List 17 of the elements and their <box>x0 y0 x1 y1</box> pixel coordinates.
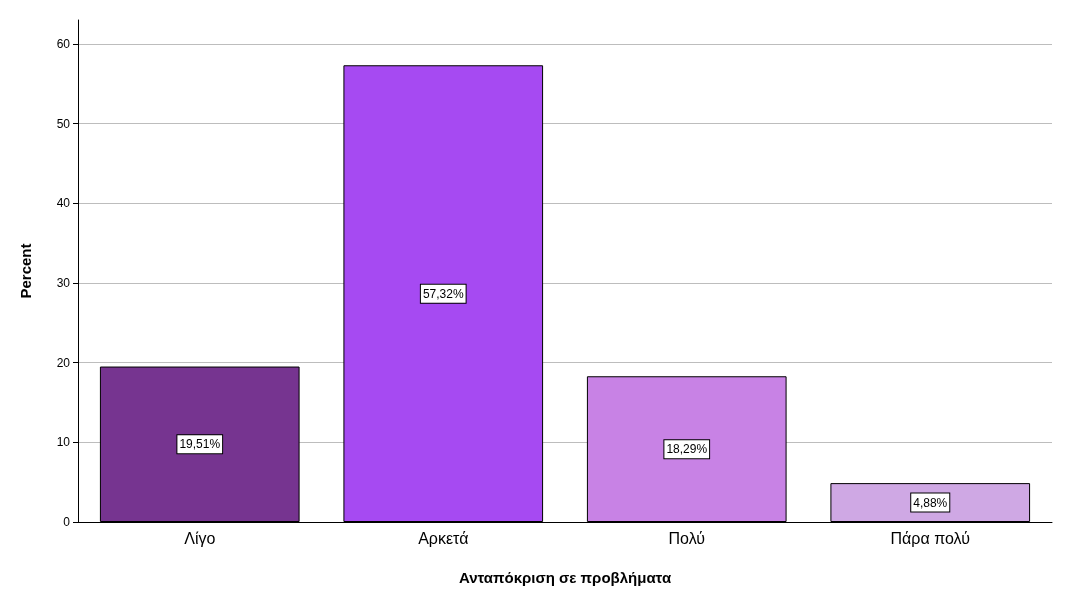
x-tick-label: Πάρα πολύ <box>890 529 970 547</box>
x-tick-label: Λίγο <box>184 529 216 547</box>
y-tick-label: 50 <box>56 116 71 131</box>
y-tick-label: 10 <box>56 435 71 450</box>
data-label: 18,29% <box>666 442 708 457</box>
x-axis-title: Ανταπόκριση σε προβλήματα <box>458 569 672 586</box>
y-tick-label: 30 <box>56 275 71 290</box>
data-label: 57,32% <box>422 286 464 301</box>
data-label: 19,51% <box>179 437 221 452</box>
y-axis-title: Percent <box>17 243 34 299</box>
y-tick-label: 40 <box>56 196 71 211</box>
y-tick-label: 0 <box>63 515 71 529</box>
y-tick-label: 60 <box>56 36 71 51</box>
data-label: 4,88% <box>913 495 948 510</box>
y-tick-label: 20 <box>56 355 71 370</box>
x-tick-label: Πολύ <box>668 529 706 547</box>
x-tick-label: Αρκετά <box>418 529 469 547</box>
